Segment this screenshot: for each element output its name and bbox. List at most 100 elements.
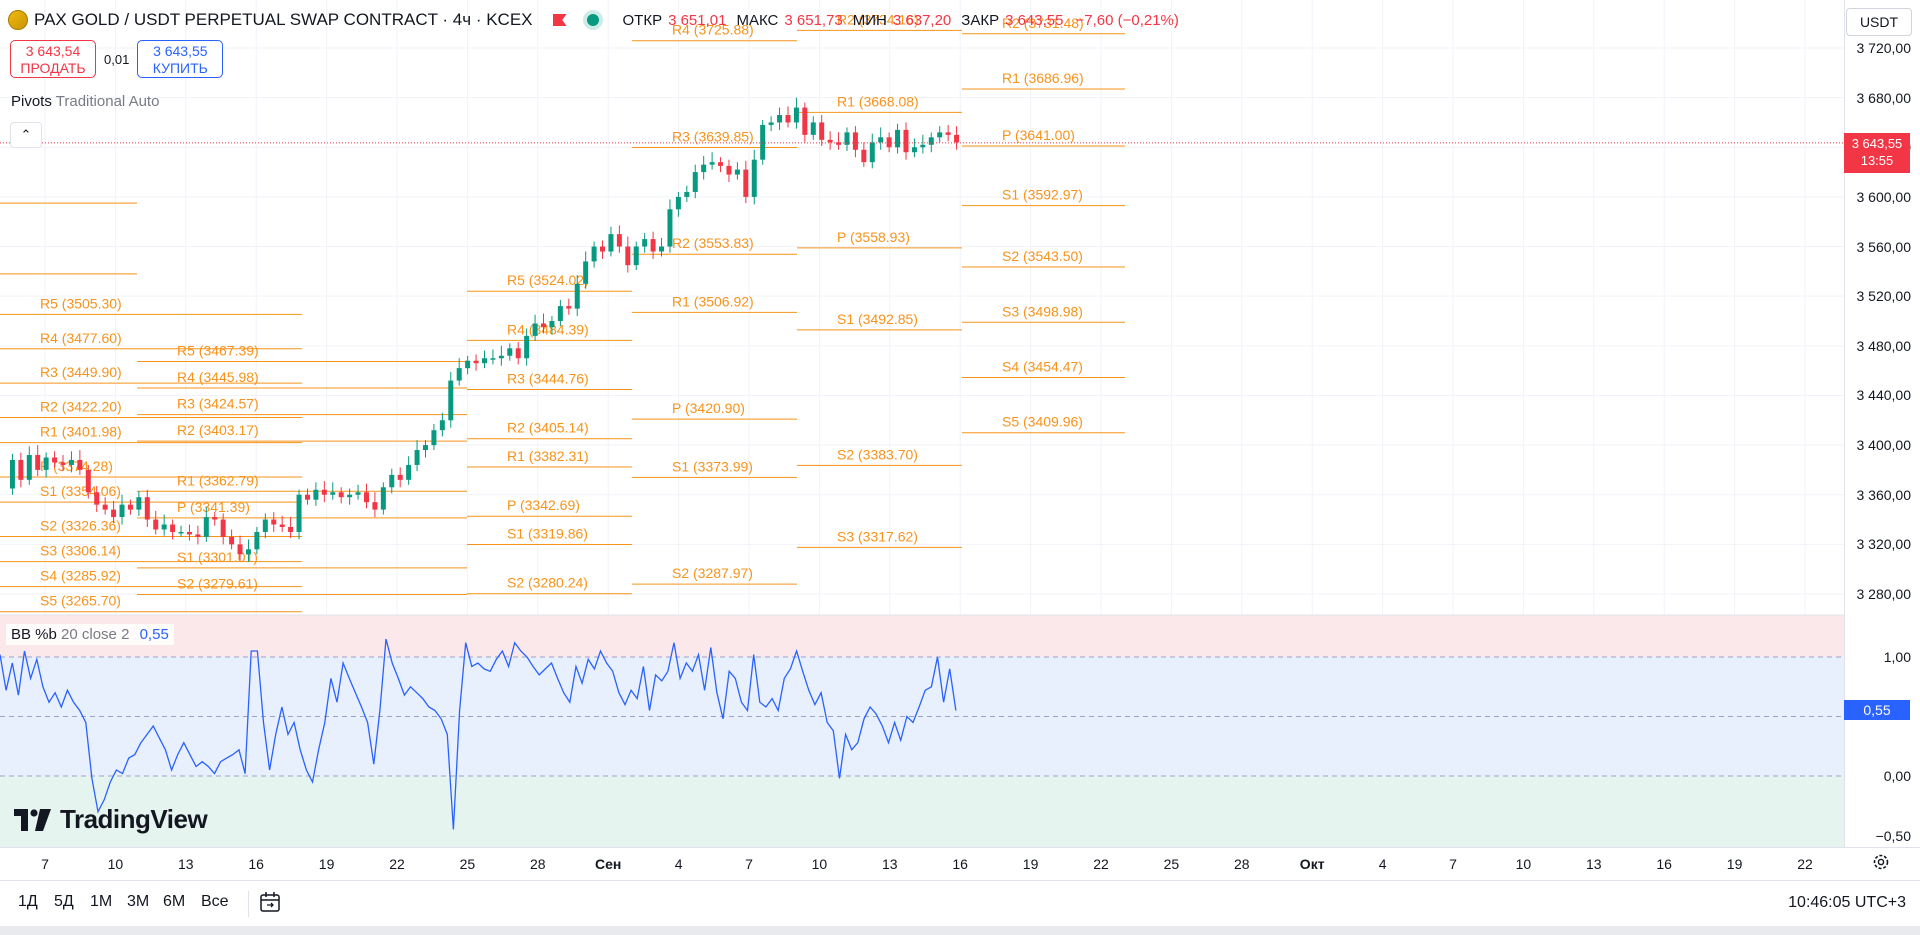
range-5d-button[interactable]: 5Д	[54, 893, 74, 910]
pivot-label: S2 (3280.24)	[507, 575, 588, 591]
candle-body	[557, 306, 563, 321]
range-1d-button[interactable]: 1Д	[18, 893, 38, 910]
chart-header: PAX GOLD / USDT PERPETUAL SWAP CONTRACT …	[8, 8, 1179, 32]
price-axis-label: 3 720,00	[1856, 40, 1912, 56]
candle-body	[549, 321, 555, 328]
buy-button[interactable]: 3 643,55 КУПИТЬ	[137, 40, 224, 78]
candle-body	[68, 459, 74, 465]
sell-button[interactable]: 3 643,54 ПРОДАТЬ	[10, 40, 96, 78]
osc-axis-label: 1,00	[1883, 649, 1911, 665]
trade-panel: 3 643,54 ПРОДАТЬ 0,01 3 643,55 КУПИТЬ	[10, 40, 224, 78]
open-value: 3 651,01	[668, 11, 727, 29]
chart-area[interactable]: R5 (3505.30) R4 (3477.60) R3 (3449.90) R2 (…	[0, 0, 1844, 847]
time-axis[interactable]: 7 10 13 16 19 22 25 28 Сен 4 7 10 13 16 19 22 25 28 Окт 4 7 1…	[0, 847, 1920, 880]
candle-body	[347, 494, 353, 498]
paxg-logo-icon	[8, 10, 28, 30]
time-axis-label: 16	[248, 856, 264, 872]
pivot-label: S3 (3498.98)	[1002, 303, 1083, 319]
range-3m-button[interactable]: 3М	[127, 893, 150, 910]
range-6m-button[interactable]: 6М	[163, 893, 186, 910]
candle-body	[692, 172, 698, 192]
candle-body	[642, 239, 648, 247]
candle-body	[363, 492, 369, 503]
time-axis-label: 16	[1656, 856, 1672, 872]
candle-body	[338, 492, 344, 498]
gear-icon[interactable]	[1872, 853, 1890, 871]
candle-body	[928, 137, 934, 145]
pivot-label: S3 (3306.14)	[40, 543, 121, 559]
time-axis-label: 10	[107, 856, 124, 872]
time-axis-label: 7	[41, 856, 49, 872]
pivot-label: P (3641.00)	[1002, 127, 1075, 143]
candle-body	[911, 147, 917, 153]
range-all-button[interactable]: Все	[201, 893, 229, 910]
tradingview-logo-text: TradingView	[60, 804, 208, 834]
tradingview-logo[interactable]: TradingView	[14, 804, 208, 835]
symbol-title[interactable]: PAX GOLD / USDT PERPETUAL SWAP CONTRACT …	[34, 10, 533, 29]
osc-overbought-zone	[0, 615, 1844, 657]
candle-body	[313, 489, 319, 500]
candle-body	[903, 129, 909, 153]
pivot-label: R3 (3424.57)	[177, 396, 259, 412]
candle-body	[869, 142, 875, 163]
buy-price: 3 643,55	[153, 43, 208, 59]
candle-body	[574, 283, 580, 309]
osc-value: 0,55	[139, 626, 169, 643]
currency-selector[interactable]: USDT	[1846, 8, 1912, 36]
pivot-label: P (3342.69)	[507, 497, 580, 513]
low-value: 3 637,20	[892, 11, 952, 29]
candle-body	[507, 348, 513, 356]
price-axis-label: 3 440,00	[1856, 387, 1912, 404]
pivot-label: R3 (3639.85)	[672, 128, 754, 144]
candle-body	[937, 132, 943, 138]
pivot-label: R5 (3505.30)	[40, 295, 122, 311]
pivot-label: S1 (3373.99)	[672, 458, 753, 474]
pivots-legend[interactable]: Pivots Traditional Auto	[11, 93, 159, 110]
candle-body	[330, 492, 336, 495]
candle-body	[448, 380, 454, 421]
pivot-label: S2 (3287.97)	[672, 565, 753, 581]
time-axis-label: Сен	[595, 856, 622, 872]
chart-canvas[interactable]: R5 (3505.30) R4 (3477.60) R3 (3449.90) R2 (…	[0, 0, 1844, 847]
calendar-goto-icon[interactable]	[258, 890, 282, 914]
high-label: МАКС	[736, 11, 779, 29]
time-axis-label: 13	[882, 856, 898, 872]
candle-body	[26, 455, 32, 480]
candle-body	[304, 494, 310, 500]
candle-body	[734, 169, 740, 175]
pivot-label: S5 (3409.96)	[1002, 414, 1083, 430]
time-axis-label: 16	[952, 856, 968, 872]
time-axis-label: 22	[389, 856, 405, 872]
candle-body	[212, 517, 218, 520]
candle-body	[52, 457, 58, 463]
candle-body	[743, 169, 749, 197]
osc-axis-label: −0,50	[1875, 827, 1911, 844]
horizontal-scrollbar[interactable]	[0, 926, 1920, 935]
candle-body	[279, 524, 285, 527]
clock[interactable]: 10:46:05 UTC+3	[1788, 894, 1906, 911]
candle-body	[498, 355, 504, 359]
price-axis-label: 3 520,00	[1856, 288, 1912, 305]
candle-body	[203, 517, 209, 537]
flag-icon[interactable]	[552, 14, 567, 26]
price-axis-label: 3 320,00	[1856, 536, 1912, 553]
pivot-label: S1 (3319.86)	[507, 526, 588, 542]
pivot-label: S3 (3317.62)	[837, 528, 918, 544]
candle-body	[836, 142, 842, 145]
candle-body	[625, 246, 631, 266]
collapse-legend-button[interactable]: ⌃	[10, 122, 42, 148]
candle-body	[945, 132, 951, 135]
price-axis-label: 3 560,00	[1856, 238, 1912, 255]
market-status-icon[interactable]	[586, 14, 599, 26]
pivot-label: P (3341.39)	[177, 499, 250, 515]
oscillator-legend[interactable]: BB %b 20 close 2 0,55	[6, 624, 174, 645]
time-axis-label: 19	[1022, 856, 1039, 872]
range-1m-button[interactable]: 1М	[90, 893, 113, 910]
close-label: ЗАКР	[961, 11, 1000, 29]
candle-body	[482, 358, 487, 364]
pivot-label: P (3420.90)	[672, 400, 745, 416]
osc-axis-label: 0,00	[1883, 768, 1911, 784]
pivot-label: R1 (3506.92)	[672, 293, 754, 309]
candle-body	[633, 246, 639, 266]
candle-body	[380, 487, 386, 510]
